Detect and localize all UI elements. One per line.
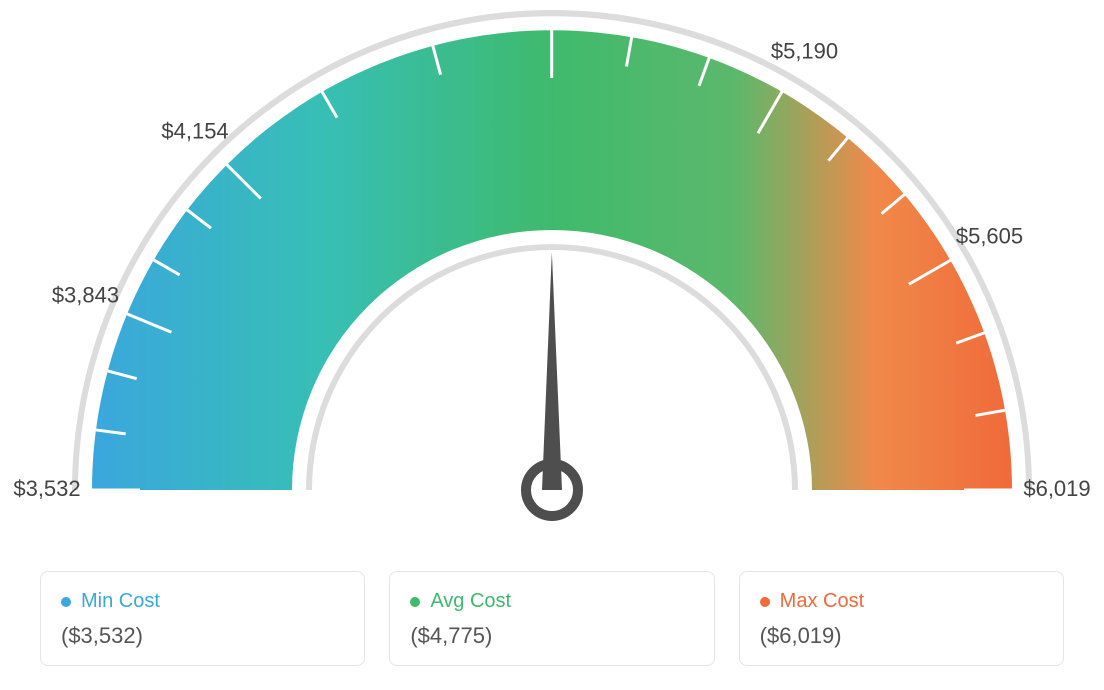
- svg-text:$5,605: $5,605: [956, 224, 1023, 249]
- min-cost-value: ($3,532): [61, 623, 344, 649]
- card-header: Max Cost: [760, 590, 1043, 613]
- svg-text:$5,190: $5,190: [771, 38, 838, 63]
- avg-cost-label: Avg Cost: [430, 590, 511, 613]
- summary-cards: Min Cost ($3,532) Avg Cost ($4,775) Max …: [40, 571, 1064, 666]
- dot-icon: [61, 597, 71, 607]
- card-header: Min Cost: [61, 590, 344, 613]
- dot-icon: [410, 597, 420, 607]
- gauge-chart: $3,532$3,843$4,154$4,775$5,190$5,605$6,0…: [0, 0, 1104, 560]
- avg-cost-card: Avg Cost ($4,775): [389, 571, 714, 666]
- min-cost-card: Min Cost ($3,532): [40, 571, 365, 666]
- max-cost-label: Max Cost: [780, 590, 864, 613]
- dot-icon: [760, 597, 770, 607]
- svg-text:$4,154: $4,154: [161, 119, 228, 144]
- max-cost-card: Max Cost ($6,019): [739, 571, 1064, 666]
- avg-cost-value: ($4,775): [410, 623, 693, 649]
- card-header: Avg Cost: [410, 590, 693, 613]
- max-cost-value: ($6,019): [760, 623, 1043, 649]
- svg-text:$6,019: $6,019: [1023, 476, 1090, 501]
- cost-gauge-container: $3,532$3,843$4,154$4,775$5,190$5,605$6,0…: [0, 0, 1104, 690]
- svg-text:$3,532: $3,532: [13, 476, 80, 501]
- min-cost-label: Min Cost: [81, 590, 160, 613]
- svg-text:$3,843: $3,843: [52, 282, 119, 307]
